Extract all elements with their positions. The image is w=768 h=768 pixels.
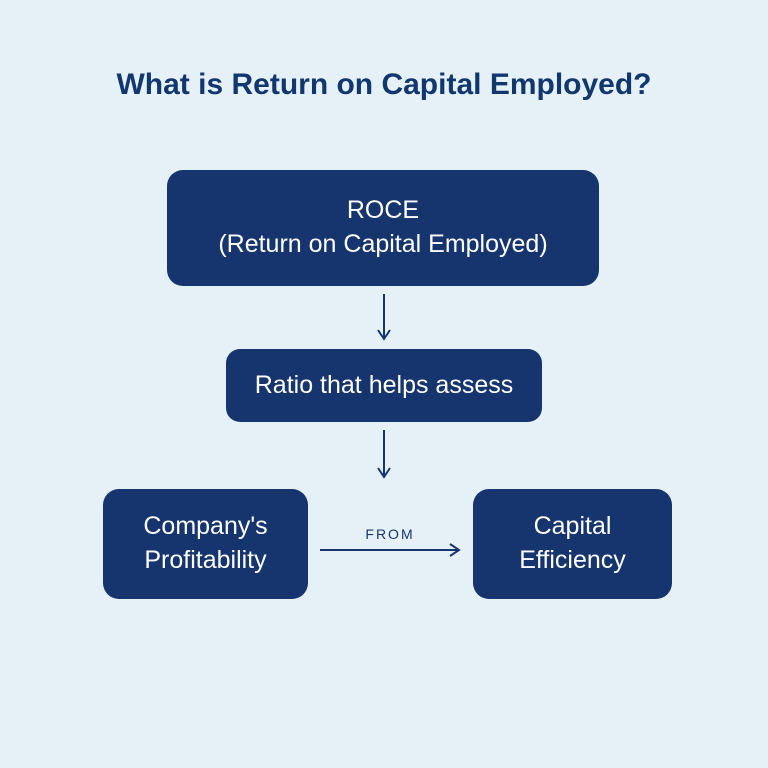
page-title: What is Return on Capital Employed?: [0, 68, 768, 102]
node-ratio-text: Ratio that helps assess: [255, 369, 513, 403]
node-roce: ROCE (Return on Capital Employed): [167, 170, 599, 286]
node-profitability-line1: Company's: [143, 512, 267, 540]
node-efficiency-line2: Efficiency: [519, 546, 626, 574]
node-efficiency-line1: Capital: [534, 512, 612, 540]
diagram-canvas: What is Return on Capital Employed? ROCE…: [0, 0, 768, 768]
node-ratio: Ratio that helps assess: [226, 349, 542, 422]
arrow-roce-to-ratio: [374, 294, 394, 342]
node-efficiency: Capital Efficiency: [473, 489, 672, 599]
node-roce-line1: ROCE: [347, 196, 419, 224]
arrow-ratio-to-bottom: [374, 430, 394, 480]
arrow-profitability-to-efficiency: [320, 540, 462, 560]
node-roce-line2: (Return on Capital Employed): [218, 230, 547, 258]
node-profitability: Company's Profitability: [103, 489, 308, 599]
node-profitability-line2: Profitability: [144, 546, 266, 574]
from-label: FROM: [340, 526, 440, 542]
